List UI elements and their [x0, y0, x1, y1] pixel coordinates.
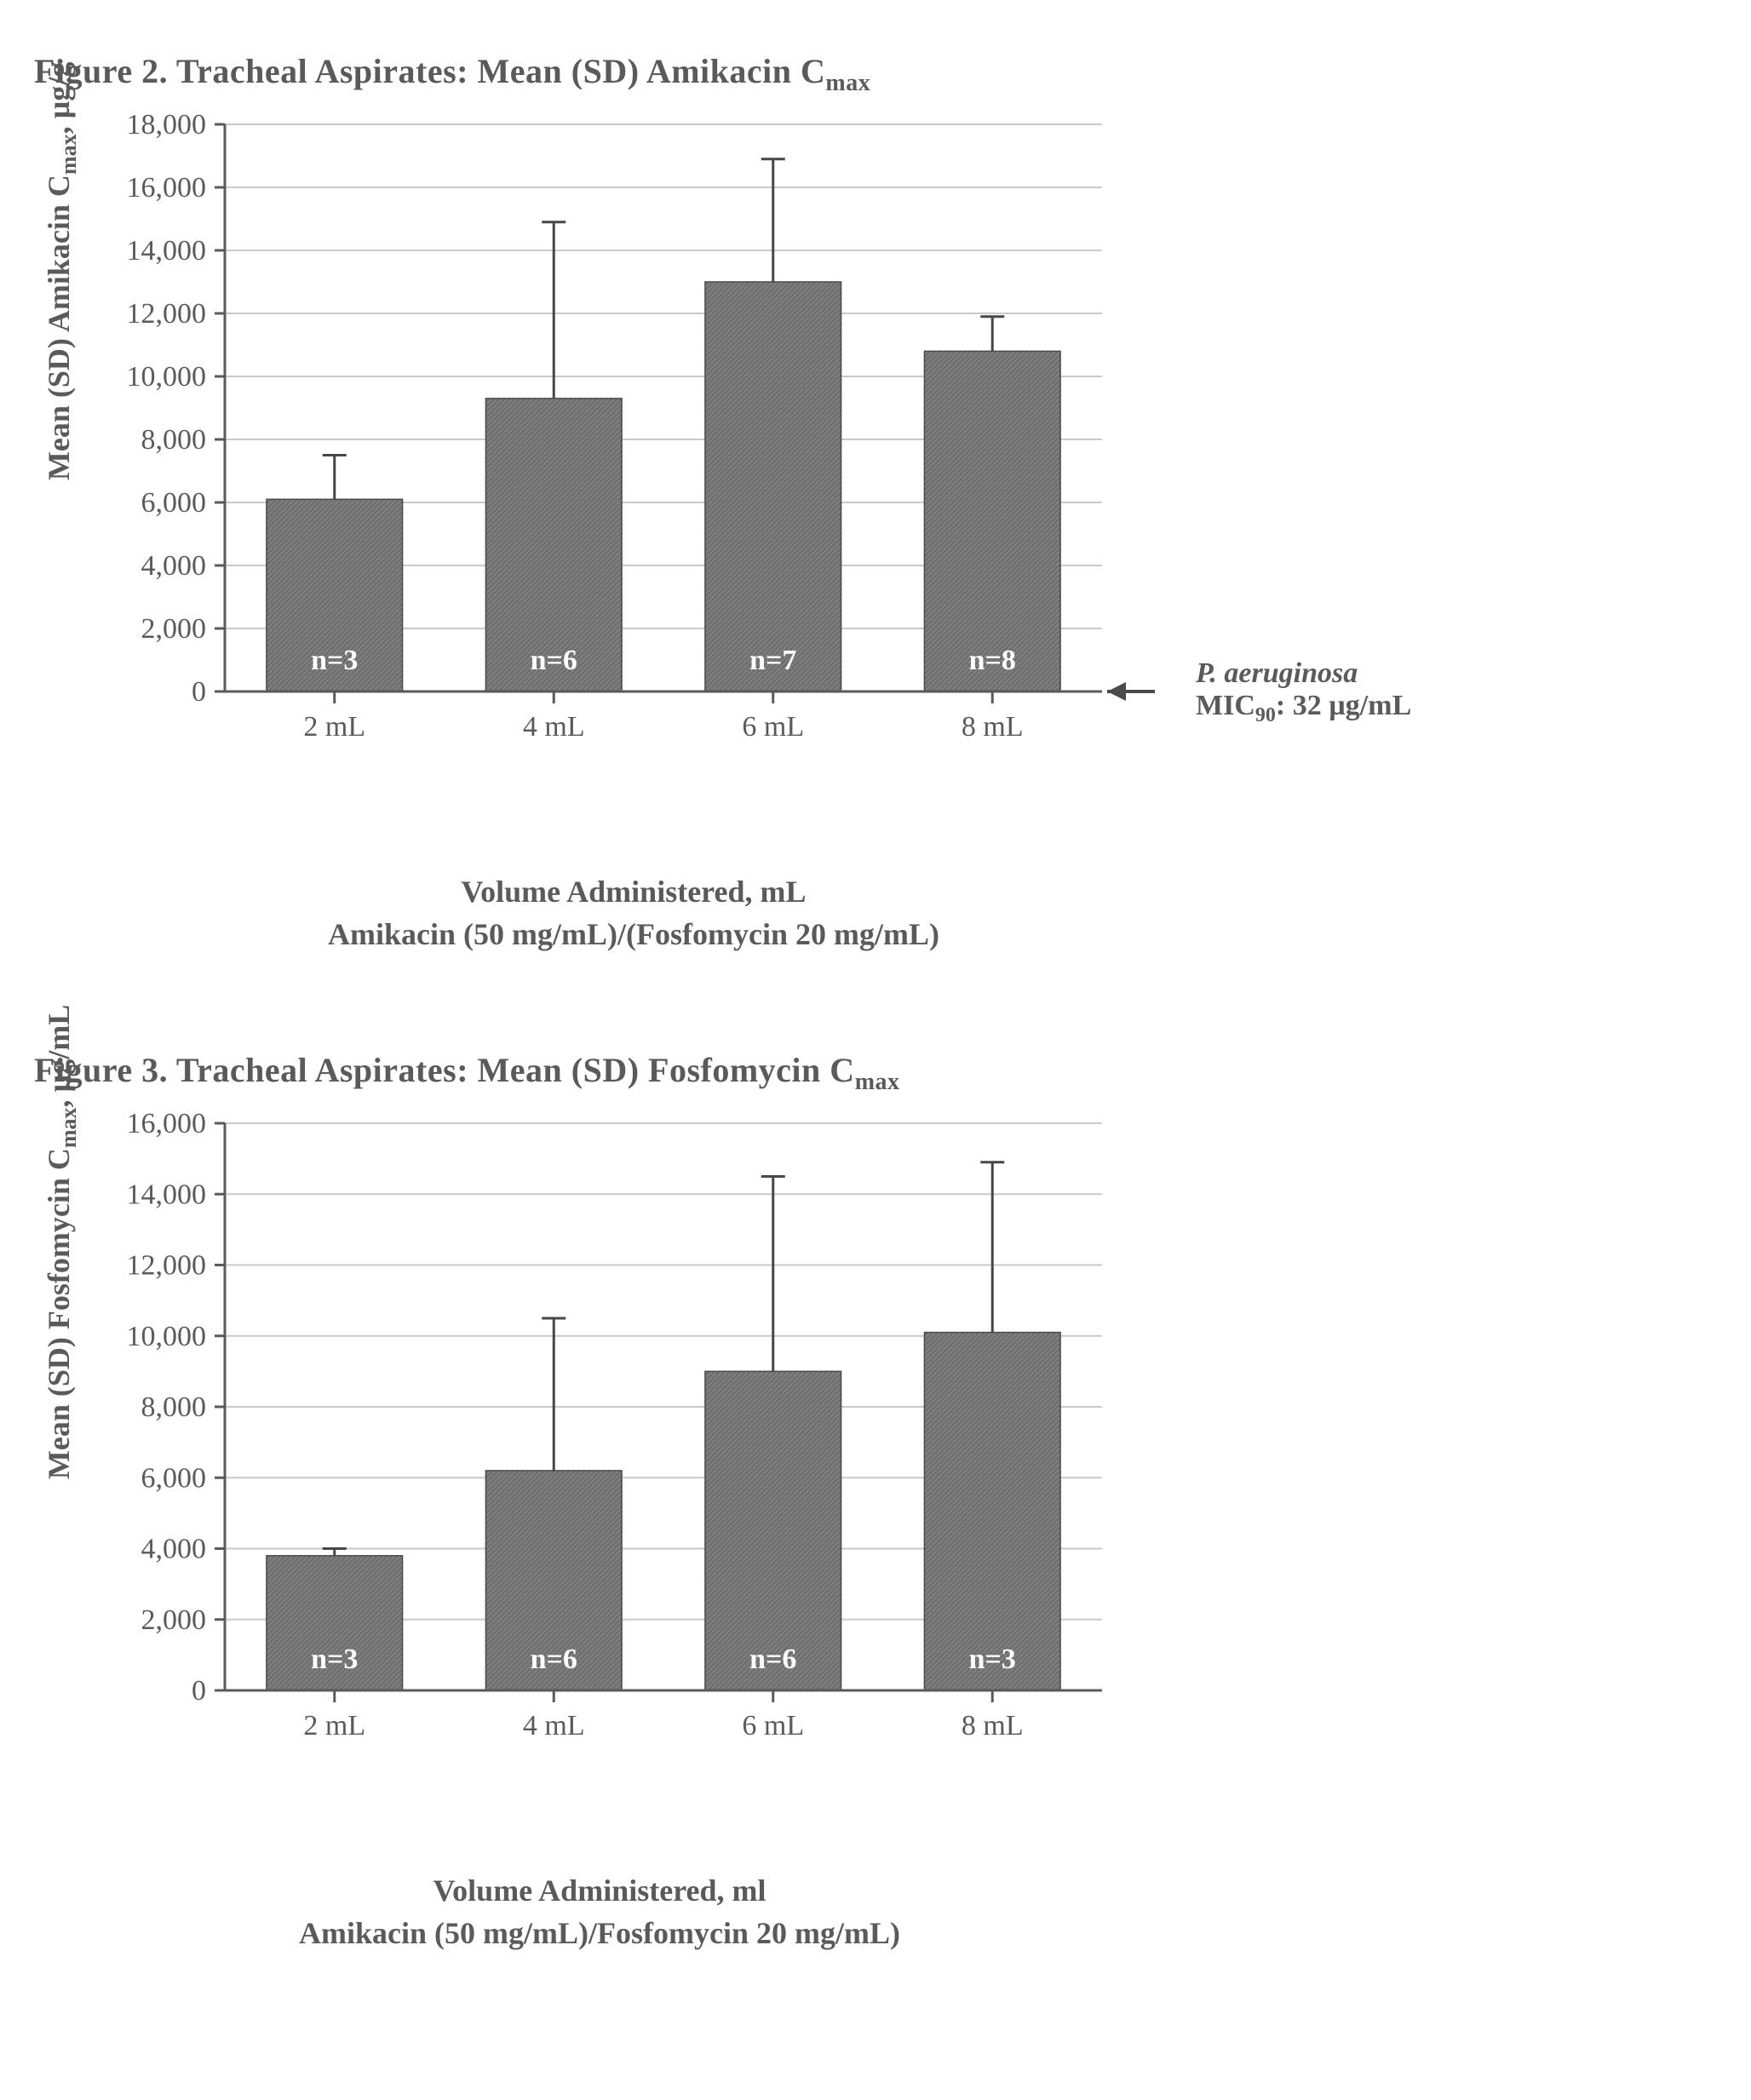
figure-title: Figure 3. Tracheal Aspirates: Mean (SD) …: [34, 1050, 1695, 1096]
y-tick-label: 12,000: [127, 298, 207, 330]
n-label: n=7: [749, 645, 796, 676]
x-tick-label: 4 mL: [523, 1710, 585, 1741]
n-label: n=6: [531, 645, 577, 676]
figure-title: Figure 2. Tracheal Aspirates: Mean (SD) …: [34, 51, 1695, 97]
n-label: n=3: [969, 1644, 1016, 1675]
bar: [705, 1371, 841, 1690]
n-label: n=3: [311, 1644, 358, 1675]
bar-chart: 0 2,000 4,000 6,000 8,000 10,000 12,000 14,000 1…: [89, 1111, 1111, 1827]
x-axis-label: Volume Administered, mlAmikacin (50 mg/m…: [299, 1869, 900, 1955]
y-tick-label: 4,000: [141, 550, 207, 582]
plot-area: 0 2,000 4,000 6,000 8,000 10,000 12,000 14,000 1…: [89, 1111, 1111, 1827]
x-tick-label: 6 mL: [742, 1710, 804, 1741]
mic-annotation: P. aeruginosaMIC90: 32 µg/mL: [1196, 657, 1411, 727]
y-axis-label: Mean (SD) Fosfomycin Cmax, µg/mL: [41, 1425, 82, 1479]
y-tick-label: 0: [192, 676, 206, 708]
y-tick-label: 12,000: [127, 1249, 207, 1281]
x-tick-label: 8 mL: [962, 711, 1024, 743]
y-tick-label: 14,000: [127, 1179, 207, 1210]
y-tick-label: 10,000: [127, 1321, 207, 1352]
y-tick-label: 2,000: [141, 1604, 207, 1636]
figure-block: Figure 2. Tracheal Aspirates: Mean (SD) …: [34, 51, 1695, 956]
y-tick-label: 4,000: [141, 1533, 207, 1564]
x-tick-label: 6 mL: [742, 711, 804, 743]
y-tick-label: 8,000: [141, 1391, 207, 1423]
bar: [924, 351, 1060, 691]
y-tick-label: 10,000: [127, 361, 207, 393]
y-tick-label: 0: [192, 1675, 206, 1707]
x-axis-label: Volume Administered, mLAmikacin (50 mg/m…: [328, 870, 939, 956]
y-tick-label: 6,000: [141, 487, 207, 519]
y-axis-label: Mean (SD) Amikacin Cmax, µg/g: [41, 426, 82, 480]
y-tick-label: 8,000: [141, 424, 207, 456]
y-tick-label: 16,000: [127, 172, 207, 204]
x-tick-label: 2 mL: [303, 1710, 365, 1741]
n-label: n=8: [969, 645, 1016, 676]
x-tick-label: 8 mL: [962, 1710, 1024, 1741]
x-tick-label: 2 mL: [303, 711, 365, 743]
n-label: n=3: [311, 645, 358, 676]
bar: [924, 1332, 1060, 1690]
bar-chart: 0 2,000 4,000 6,000 8,000 10,000 12,000 14,000 1…: [89, 112, 1179, 828]
y-tick-label: 18,000: [127, 112, 207, 141]
x-tick-label: 4 mL: [523, 711, 585, 743]
figure-block: Figure 3. Tracheal Aspirates: Mean (SD) …: [34, 1050, 1695, 1955]
y-tick-label: 14,000: [127, 235, 207, 267]
plot-area: 0 2,000 4,000 6,000 8,000 10,000 12,000 14,000 1…: [89, 112, 1179, 828]
y-tick-label: 2,000: [141, 613, 207, 645]
n-label: n=6: [749, 1644, 796, 1675]
bar: [705, 282, 841, 691]
n-label: n=6: [531, 1644, 577, 1675]
y-tick-label: 16,000: [127, 1111, 207, 1139]
y-tick-label: 6,000: [141, 1462, 207, 1494]
